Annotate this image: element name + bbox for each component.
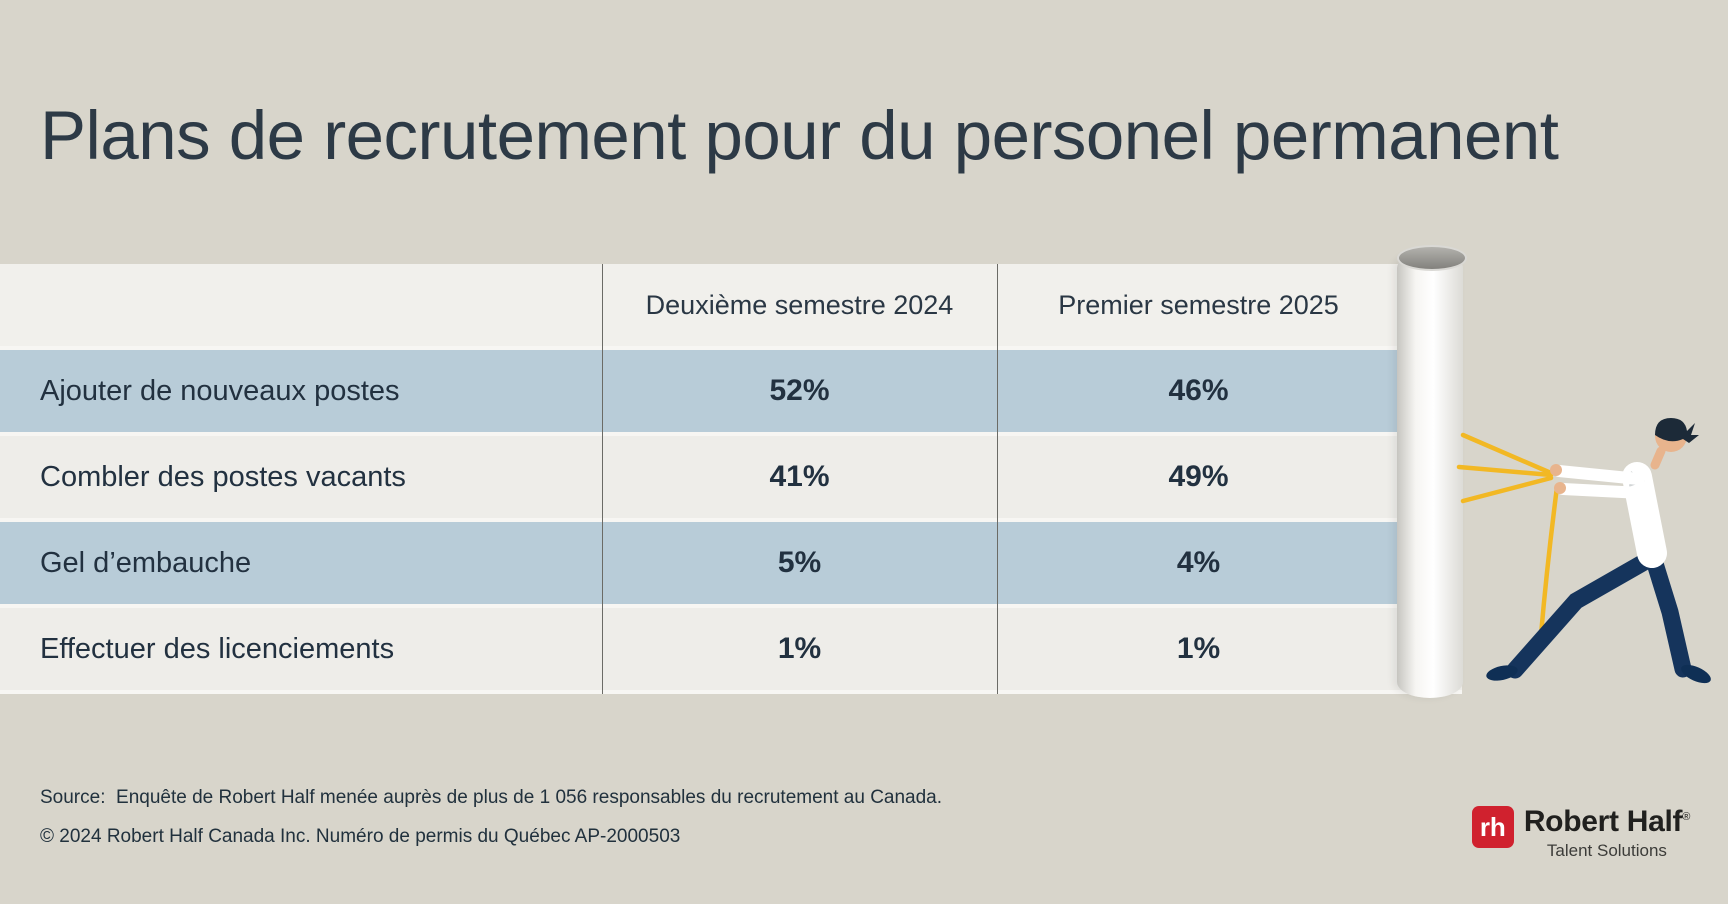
hand <box>1554 482 1566 494</box>
rh-monogram-icon: rh <box>1471 806 1514 848</box>
source-text: Source: Enquête de Robert Half menée aup… <box>40 787 943 808</box>
page-title: Plans de recrutement pour du personel pe… <box>40 97 1559 174</box>
column-header-h1-2025: Premier semestre 2025 <box>1058 289 1339 320</box>
table-row: Effectuer des licenciements 1% 1% <box>0 608 1462 690</box>
logo-text: Robert Half® Talent Solutions <box>1524 806 1690 861</box>
row-label: Gel d’embauche <box>40 546 252 579</box>
table-column-divider <box>997 264 998 694</box>
person-pulling-illustration <box>1456 418 1711 684</box>
arms <box>1553 465 1648 499</box>
shoe <box>1486 665 1518 681</box>
cell-value: 52% <box>769 374 830 407</box>
table-header-row: Deuxième semestre 2024 Premier semestre … <box>0 264 1462 346</box>
table-row: Combler des postes vacants 41% 49% <box>0 436 1462 518</box>
registered-mark: ® <box>1682 811 1690 823</box>
column-header-h2-2024: Deuxième semestre 2024 <box>645 289 954 320</box>
cell-value: 4% <box>1176 546 1221 579</box>
robert-half-logo: rh Robert Half® Talent Solutions <box>1471 806 1690 861</box>
row-label: Combler des postes vacants <box>40 460 406 493</box>
copyright-text: © 2024 Robert Half Canada Inc. Numéro de… <box>40 826 681 847</box>
cell-value: 41% <box>769 460 830 493</box>
hiring-plans-table: Deuxième semestre 2024 Premier semestre … <box>0 264 1462 694</box>
cell-value: 46% <box>1168 374 1229 407</box>
neck <box>1650 446 1666 470</box>
legs <box>1506 548 1692 679</box>
cell-value: 1% <box>1176 632 1221 665</box>
row-label: Ajouter de nouveaux postes <box>40 374 400 407</box>
row-label: Effectuer des licenciements <box>40 632 395 665</box>
footer: Source: Enquête de Robert Half menée aup… <box>40 788 942 866</box>
table-row: Ajouter de nouveaux postes 52% 46% <box>0 350 1462 432</box>
header-empty-cell <box>0 264 602 346</box>
paper-roll-illustration <box>1397 245 1467 698</box>
table-row: Gel d’embauche 5% 4% <box>0 522 1462 604</box>
shoe <box>1681 664 1711 684</box>
cell-value: 49% <box>1168 460 1229 493</box>
brand-tagline: Talent Solutions <box>1546 840 1667 860</box>
brand-name: Robert Half® <box>1523 805 1690 838</box>
hand <box>1550 464 1562 476</box>
cell-value: 5% <box>777 546 822 579</box>
cell-value: 1% <box>777 632 822 665</box>
table-column-divider <box>602 264 603 694</box>
hair <box>1655 418 1699 443</box>
rope-lines <box>1456 432 1560 638</box>
